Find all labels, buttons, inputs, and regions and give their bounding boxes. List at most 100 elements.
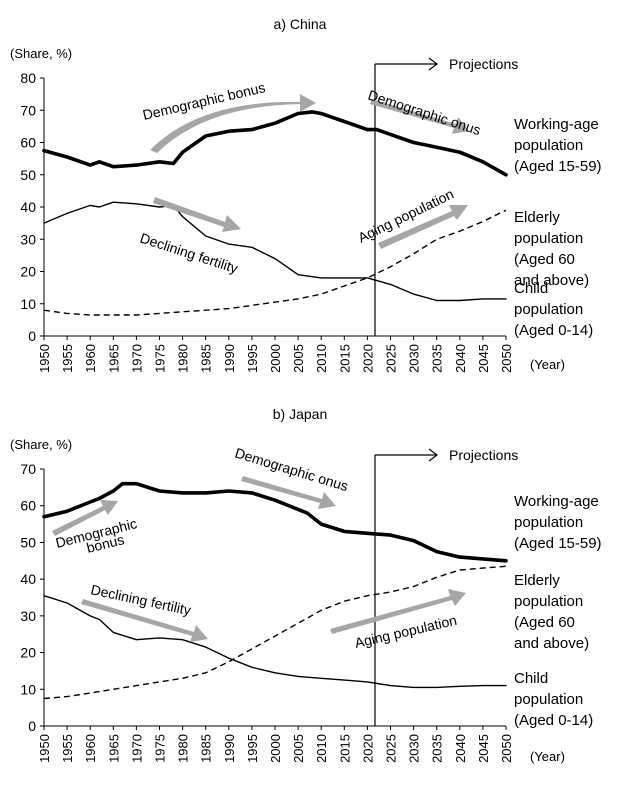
projection-arrow-head [428,57,438,71]
demographic-onus-arrow [370,99,469,134]
x-tick-label: 2015 [337,734,352,763]
x-tick-label: 1985 [199,734,214,763]
x-tick-label: 1990 [222,734,237,763]
legend-label: Working-age [514,116,599,133]
x-tick-label: 2050 [499,734,514,763]
x-tick-label: 2040 [453,344,468,373]
legend-label: population [514,137,583,154]
legend-label: (Aged 15-59) [514,158,602,175]
x-axis-label: (Year) [530,749,565,764]
legend-label: (Aged 60 [514,614,575,631]
projection-marker: Projections [374,56,518,336]
x-axis-label: (Year) [530,357,565,372]
y-tick-label: 20 [20,645,36,661]
legend-label: population [514,301,583,318]
y-tick-label: 50 [20,534,36,550]
x-tick-label: 2005 [291,734,306,763]
x-tick-label: 1970 [129,344,144,373]
y-tick-label: 30 [20,231,36,247]
y-tick-label: 0 [28,718,36,734]
y-axis: 0 10 20 30 40 50 60 70 [20,461,44,734]
x-tick-label: 1960 [83,344,98,373]
series-line-thick [42,481,508,563]
x-tick-label: 1960 [83,734,98,763]
y-tick-label: 80 [20,70,36,86]
x-tick-label: 2025 [384,734,399,763]
x-tick-label: 2040 [453,734,468,763]
y-tick-label: 0 [28,328,36,344]
x-axis: 1950 1955 1960 1965 1970 1975 1980 1985 1990 1995… [37,726,514,763]
x-tick-label: 1975 [153,734,168,763]
legend-label: Working-age [514,493,599,510]
x-axis: 1950 1955 1960 1965 1970 1975 1980 1985 1990 1995… [37,336,514,373]
series-line-dashed [43,209,507,316]
x-tick-label: 2020 [360,734,375,763]
x-tick-label: 2045 [476,344,491,373]
legend-label: Child [514,670,548,687]
series-line-dashed [43,565,507,700]
x-tick-label: 2025 [384,344,399,373]
x-tick-label: 1985 [199,344,214,373]
y-tick-label: 60 [20,135,36,151]
legend-label: (Aged 15-59) [514,535,602,552]
legend-label: (Aged 0-14) [514,712,593,729]
y-tick-label: 10 [20,296,36,312]
x-tick-label: 2010 [314,734,329,763]
series-line-thick [42,110,508,177]
legend-label: (Aged 0-14) [514,322,593,339]
projection-marker: Projections [374,447,518,726]
declining-fertility-arrow [81,599,208,642]
annotation-aging-population: Aging population [353,612,458,651]
y-tick-label: 30 [20,608,36,624]
x-tick-label: 2000 [268,344,283,373]
x-tick-label: 1955 [60,734,75,763]
legend-label: population [514,593,583,610]
x-tick-label: 2030 [407,344,422,373]
legend-label: population [514,230,583,247]
x-tick-label: 2050 [499,344,514,373]
chart-title: a) China [274,16,327,32]
y-axis-label: (Share, %) [10,46,72,61]
legend-label: population [514,691,583,708]
aging-population-arrow [330,589,466,634]
annotation-declining-fertility: Declining fertility [138,230,240,277]
series-line-thin [43,201,507,302]
y-tick-label: 70 [20,461,36,477]
x-tick-label: 2015 [337,344,352,373]
legend-label: (Aged 60 [514,251,575,268]
legend-label: Elderly [514,572,560,589]
legend-labels: Working-age population (Aged 15-59) Elderly… [514,116,602,339]
demographic-onus-arrow [241,476,336,509]
projection-label: Projections [449,447,518,463]
annotation-demographic-onus: Demographic onus [233,445,350,495]
x-tick-label: 1950 [37,734,52,763]
x-tick-label: 1975 [153,344,168,373]
x-tick-label: 1980 [176,734,191,763]
legend-label: Elderly [514,209,560,226]
x-tick-label: 2045 [476,734,491,763]
series-lines [42,110,508,316]
x-tick-label: 1970 [129,734,144,763]
declining-fertility-arrow [153,197,241,232]
series-lines [42,481,508,700]
x-tick-label: 2010 [314,344,329,373]
y-axis: 0 10 20 30 40 50 60 70 80 [20,70,44,344]
x-tick-label: 1965 [106,344,121,373]
x-tick-label: 2035 [430,344,445,373]
x-tick-label: 1980 [176,344,191,373]
legend-label: and above) [514,272,589,289]
y-tick-label: 40 [20,199,36,215]
annotation-arrows [52,476,466,642]
x-tick-label: 2000 [268,734,283,763]
legend-label: population [514,514,583,531]
x-tick-label: 1950 [37,344,52,373]
annotation-declining-fertility: Declining fertility [89,581,192,618]
aging-population-arrow [378,205,468,249]
y-tick-label: 10 [20,681,36,697]
projection-label: Projections [449,56,518,72]
y-tick-label: 60 [20,498,36,514]
x-tick-label: 1990 [222,344,237,373]
y-axis-label: (Share, %) [10,437,72,452]
series-line-thin [43,594,507,689]
